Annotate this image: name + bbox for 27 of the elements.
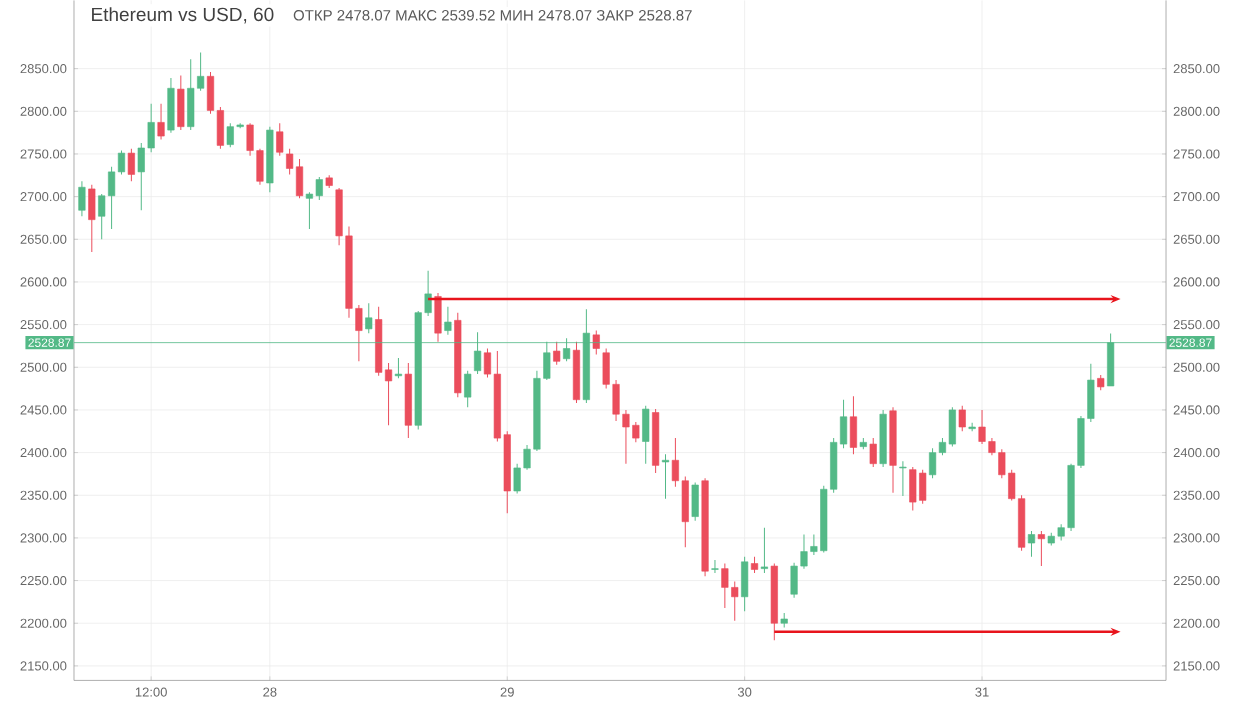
candlestick xyxy=(553,340,561,366)
candlestick xyxy=(849,395,857,455)
candlestick xyxy=(127,148,135,182)
candlestick xyxy=(1037,530,1045,567)
candlestick xyxy=(1027,530,1036,557)
candlestick xyxy=(968,422,976,432)
candlestick xyxy=(741,556,749,612)
candlestick xyxy=(394,357,403,379)
candlestick xyxy=(691,481,699,522)
candlestick xyxy=(365,302,373,334)
candlestick xyxy=(899,460,907,497)
candlestick xyxy=(167,77,175,133)
chart-title: Ethereum vs USD, 60 xyxy=(92,7,274,24)
candlestick xyxy=(434,292,442,342)
candlestick xyxy=(444,306,452,336)
candlestick xyxy=(642,404,650,464)
candlestick xyxy=(78,180,86,217)
candlestick xyxy=(869,437,877,468)
candlestick xyxy=(276,122,284,156)
candlestick xyxy=(88,183,96,253)
candlestick xyxy=(177,74,185,131)
candlestick xyxy=(958,404,966,432)
candlestick xyxy=(760,526,768,574)
candlestick xyxy=(711,559,719,574)
candlestick xyxy=(157,102,165,140)
candlestick xyxy=(661,453,670,499)
candlestick xyxy=(464,370,472,408)
